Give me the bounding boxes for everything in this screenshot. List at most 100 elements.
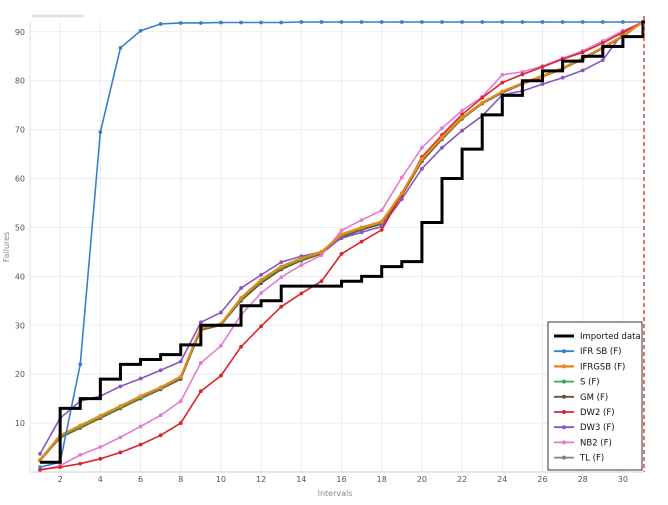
legend-label: DW2 (F) xyxy=(580,408,615,418)
legend-item: GM (F) xyxy=(554,393,608,403)
data-point xyxy=(219,310,223,315)
data-point xyxy=(460,115,465,120)
data-point xyxy=(259,324,264,329)
data-point xyxy=(420,145,424,150)
data-point xyxy=(440,126,444,131)
legend-swatch-marker xyxy=(562,394,566,399)
x-tick-label: 20 xyxy=(417,475,427,484)
data-point xyxy=(78,423,83,428)
data-point xyxy=(480,100,485,105)
legend-swatch-marker xyxy=(562,455,566,460)
data-point xyxy=(219,343,223,348)
y-tick-label: 50 xyxy=(15,223,25,232)
data-point xyxy=(279,275,284,280)
data-point xyxy=(198,320,203,325)
legend-label: GM (F) xyxy=(580,393,608,403)
data-point xyxy=(339,20,344,24)
legend-item: IFRGSB (F) xyxy=(554,362,625,372)
legend-label: IFR SB (F) xyxy=(580,347,621,357)
x-tick-label: 2 xyxy=(58,475,63,484)
legend-swatch-marker xyxy=(562,364,566,369)
data-point xyxy=(460,108,465,113)
legend-swatch-marker xyxy=(562,410,566,414)
data-point xyxy=(118,46,123,50)
legend-item: NB2 (F) xyxy=(554,438,612,448)
data-point xyxy=(219,373,223,378)
data-point xyxy=(339,232,344,237)
y-tick-label: 30 xyxy=(15,321,25,330)
data-point xyxy=(239,344,243,349)
data-point xyxy=(500,72,505,77)
data-point xyxy=(178,374,183,379)
legend-label: IFRGSB (F) xyxy=(580,362,625,372)
legend-label: TL (F) xyxy=(579,454,604,464)
data-point xyxy=(580,20,585,24)
y-tick-label: 80 xyxy=(15,77,25,86)
data-point xyxy=(379,20,384,24)
data-point xyxy=(78,452,83,457)
legend-swatch-marker xyxy=(562,379,566,384)
legend-item: DW3 (F) xyxy=(554,423,615,433)
legend-label: DW3 (F) xyxy=(580,423,615,433)
data-point xyxy=(98,130,103,134)
series-ifr-sb xyxy=(38,20,645,470)
data-point xyxy=(158,413,163,418)
data-point xyxy=(359,239,364,244)
legend-item: Imported data xyxy=(554,332,641,342)
data-point xyxy=(38,465,42,470)
data-point xyxy=(440,145,444,150)
data-point xyxy=(480,20,485,24)
data-point xyxy=(600,41,605,45)
x-tick-label: 30 xyxy=(618,475,628,484)
legend-item: S (F) xyxy=(554,378,600,388)
data-point xyxy=(379,219,384,224)
data-point xyxy=(500,80,505,85)
data-point xyxy=(178,359,183,364)
y-tick-label: 20 xyxy=(15,370,25,379)
data-point xyxy=(138,424,143,429)
data-point xyxy=(500,89,505,94)
data-point xyxy=(540,65,545,69)
data-point xyxy=(379,227,384,232)
data-point xyxy=(359,230,364,235)
series-layer xyxy=(38,16,645,473)
data-point xyxy=(339,236,344,241)
data-point xyxy=(399,197,404,201)
data-point xyxy=(158,22,163,26)
y-tick-label: 90 xyxy=(15,28,25,37)
data-point xyxy=(279,304,284,309)
data-point xyxy=(78,362,83,367)
data-point xyxy=(600,58,605,63)
legend-label: S (F) xyxy=(580,378,600,388)
data-point xyxy=(98,413,103,418)
data-point xyxy=(158,433,163,438)
data-point xyxy=(178,421,183,425)
legend: Imported data IFR SB (F) IFRGSB (F) S (F) GM… xyxy=(547,321,643,471)
x-tick-label: 16 xyxy=(336,475,346,484)
data-point xyxy=(138,376,143,381)
x-tick-label: 26 xyxy=(537,475,547,484)
data-point xyxy=(580,50,585,55)
data-point xyxy=(440,20,444,24)
data-point xyxy=(198,361,203,365)
data-point xyxy=(420,20,424,24)
x-tick-label: 18 xyxy=(377,475,387,484)
data-point xyxy=(299,291,304,296)
data-point xyxy=(138,28,143,33)
data-point xyxy=(138,442,143,447)
data-point xyxy=(118,435,123,440)
legend-swatch-marker xyxy=(562,349,566,354)
data-point xyxy=(299,256,304,261)
y-tick-label: 40 xyxy=(15,272,25,281)
imported-data-step-line xyxy=(40,20,645,464)
data-point xyxy=(118,450,123,455)
data-point xyxy=(299,20,304,24)
x-axis-label: Intervals xyxy=(318,489,353,498)
data-point xyxy=(239,286,243,290)
data-point xyxy=(580,68,585,73)
data-point xyxy=(560,20,565,24)
x-tick-label: 10 xyxy=(216,475,226,484)
x-tick-label: 4 xyxy=(98,475,103,484)
